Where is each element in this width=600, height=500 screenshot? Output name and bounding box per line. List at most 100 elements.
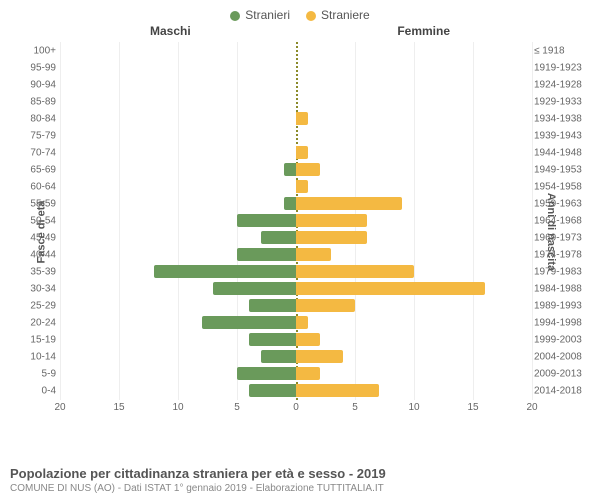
- age-row: 85-891929-1933: [60, 93, 532, 110]
- header-female: Femmine: [397, 24, 450, 38]
- birth-year-label: 1979-1983: [534, 266, 588, 277]
- age-label: 20-24: [18, 317, 56, 328]
- age-row: 75-791939-1943: [60, 127, 532, 144]
- birth-year-label: 1949-1953: [534, 164, 588, 175]
- age-row: 10-142004-2008: [60, 348, 532, 365]
- age-label: 5-9: [18, 368, 56, 379]
- bar-female: [296, 248, 331, 261]
- bar-male: [154, 265, 296, 278]
- birth-year-label: 1994-1998: [534, 317, 588, 328]
- age-label: 25-29: [18, 300, 56, 311]
- age-label: 100+: [18, 45, 56, 56]
- birth-year-label: 1944-1948: [534, 147, 588, 158]
- birth-year-label: ≤ 1918: [534, 45, 588, 56]
- age-label: 0-4: [18, 385, 56, 396]
- birth-year-label: 2004-2008: [534, 351, 588, 362]
- birth-year-label: 1919-1923: [534, 62, 588, 73]
- grid-line: [532, 42, 533, 400]
- rows-container: 100+≤ 191895-991919-192390-941924-192885…: [60, 42, 532, 400]
- x-tick-label: 15: [113, 402, 124, 413]
- plot-area: Fasce di età Anni di nascita 100+≤ 19189…: [10, 42, 590, 422]
- birth-year-label: 1974-1978: [534, 249, 588, 260]
- age-row: 45-491969-1973: [60, 229, 532, 246]
- birth-year-label: 1969-1973: [534, 232, 588, 243]
- birth-year-label: 1999-2003: [534, 334, 588, 345]
- age-row: 50-541964-1968: [60, 212, 532, 229]
- age-row: 40-441974-1978: [60, 246, 532, 263]
- birth-year-label: 1954-1958: [534, 181, 588, 192]
- bar-female: [296, 197, 402, 210]
- bar-male: [249, 299, 296, 312]
- age-label: 50-54: [18, 215, 56, 226]
- chart-subtitle: COMUNE DI NUS (AO) - Dati ISTAT 1° genna…: [10, 483, 590, 494]
- birth-year-label: 1929-1933: [534, 96, 588, 107]
- bar-female: [296, 333, 320, 346]
- bar-male: [249, 333, 296, 346]
- age-label: 55-59: [18, 198, 56, 209]
- age-row: 35-391979-1983: [60, 263, 532, 280]
- bar-female: [296, 367, 320, 380]
- bar-female: [296, 214, 367, 227]
- bar-male: [202, 316, 296, 329]
- bar-female: [296, 146, 308, 159]
- x-tick-label: 10: [172, 402, 183, 413]
- x-axis-ticks: 201510505101520: [60, 402, 532, 422]
- header-male: Maschi: [150, 24, 191, 38]
- bar-male: [237, 214, 296, 227]
- legend-item: Stranieri: [230, 8, 290, 22]
- age-label: 85-89: [18, 96, 56, 107]
- age-row: 100+≤ 1918: [60, 42, 532, 59]
- age-label: 35-39: [18, 266, 56, 277]
- caption: Popolazione per cittadinanza straniera p…: [10, 466, 590, 494]
- age-row: 65-691949-1953: [60, 161, 532, 178]
- x-tick-label: 15: [467, 402, 478, 413]
- bar-male: [261, 231, 296, 244]
- age-row: 90-941924-1928: [60, 76, 532, 93]
- age-label: 80-84: [18, 113, 56, 124]
- bar-female: [296, 112, 308, 125]
- x-tick-label: 5: [234, 402, 240, 413]
- age-row: 30-341984-1988: [60, 280, 532, 297]
- age-label: 60-64: [18, 181, 56, 192]
- legend-dot: [306, 11, 316, 21]
- birth-year-label: 1959-1963: [534, 198, 588, 209]
- birth-year-label: 1939-1943: [534, 130, 588, 141]
- age-label: 30-34: [18, 283, 56, 294]
- x-tick-label: 20: [54, 402, 65, 413]
- bar-male: [249, 384, 296, 397]
- age-label: 95-99: [18, 62, 56, 73]
- birth-year-label: 1989-1993: [534, 300, 588, 311]
- bar-female: [296, 282, 485, 295]
- bar-female: [296, 265, 414, 278]
- age-row: 70-741944-1948: [60, 144, 532, 161]
- birth-year-label: 1924-1928: [534, 79, 588, 90]
- age-label: 45-49: [18, 232, 56, 243]
- age-label: 70-74: [18, 147, 56, 158]
- bar-female: [296, 299, 355, 312]
- x-tick-label: 10: [408, 402, 419, 413]
- chart-title: Popolazione per cittadinanza straniera p…: [10, 466, 590, 481]
- x-tick-label: 20: [526, 402, 537, 413]
- age-label: 90-94: [18, 79, 56, 90]
- age-row: 25-291989-1993: [60, 297, 532, 314]
- bar-female: [296, 163, 320, 176]
- age-label: 75-79: [18, 130, 56, 141]
- birth-year-label: 2009-2013: [534, 368, 588, 379]
- bar-male: [237, 248, 296, 261]
- age-row: 60-641954-1958: [60, 178, 532, 195]
- age-row: 55-591959-1963: [60, 195, 532, 212]
- legend-label: Straniere: [321, 8, 370, 22]
- bar-male: [284, 197, 296, 210]
- x-tick-label: 5: [352, 402, 358, 413]
- bar-male: [237, 367, 296, 380]
- legend-label: Stranieri: [245, 8, 290, 22]
- age-label: 10-14: [18, 351, 56, 362]
- bar-male: [213, 282, 296, 295]
- bar-female: [296, 231, 367, 244]
- column-headers: Maschi Femmine: [10, 24, 590, 42]
- age-label: 15-19: [18, 334, 56, 345]
- bar-male: [284, 163, 296, 176]
- age-row: 20-241994-1998: [60, 314, 532, 331]
- bar-female: [296, 350, 343, 363]
- bar-female: [296, 316, 308, 329]
